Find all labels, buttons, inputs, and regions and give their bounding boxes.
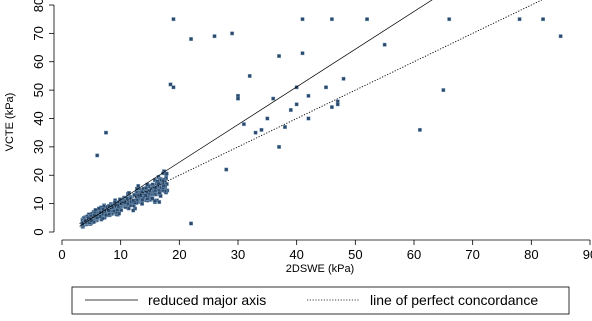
data-point bbox=[157, 200, 162, 204]
x-tick-label-90: 90 bbox=[583, 247, 592, 262]
data-point bbox=[447, 17, 452, 22]
data-point bbox=[96, 206, 101, 211]
y-tick-label-30: 30 bbox=[31, 140, 46, 154]
data-point bbox=[230, 31, 235, 36]
data-point bbox=[158, 194, 163, 198]
y-tick-label-60: 60 bbox=[31, 55, 46, 69]
data-point bbox=[161, 183, 166, 188]
data-point bbox=[132, 192, 137, 197]
data-point bbox=[104, 130, 108, 135]
y-tick-label-40: 40 bbox=[31, 111, 46, 125]
data-point bbox=[171, 85, 176, 90]
series-line-reduced-major-axis bbox=[79, 0, 433, 227]
y-tick-label-80: 80 bbox=[31, 0, 46, 12]
data-point bbox=[265, 116, 270, 121]
data-point bbox=[253, 130, 258, 135]
data-point bbox=[541, 17, 545, 22]
data-point bbox=[131, 198, 136, 203]
x-tick-label-20: 20 bbox=[172, 247, 186, 262]
x-tick-label-0: 0 bbox=[58, 247, 65, 262]
data-point bbox=[143, 193, 148, 198]
x-tick-label-80: 80 bbox=[524, 247, 538, 262]
data-point bbox=[126, 206, 131, 211]
y-tick-label-10: 10 bbox=[31, 196, 46, 210]
legend: reduced major axis line of perfect conco… bbox=[71, 286, 570, 315]
data-point bbox=[558, 34, 563, 39]
data-point bbox=[189, 221, 193, 226]
x-tick-label-10: 10 bbox=[113, 247, 127, 262]
data-point bbox=[288, 108, 293, 112]
data-point bbox=[236, 96, 240, 101]
y-tick-label-50: 50 bbox=[31, 83, 46, 97]
points-layer bbox=[80, 17, 563, 229]
data-point bbox=[241, 122, 246, 127]
legend-label-line-of-perfect-concordance: line of perfect concordance bbox=[370, 292, 538, 308]
data-point bbox=[294, 102, 299, 107]
data-point bbox=[341, 76, 346, 81]
data-point bbox=[140, 201, 145, 206]
data-point bbox=[283, 125, 287, 129]
data-point bbox=[93, 208, 98, 212]
data-point bbox=[171, 17, 176, 22]
y-tick-label-20: 20 bbox=[31, 168, 46, 182]
data-point bbox=[135, 198, 139, 203]
lines-layer bbox=[79, 0, 543, 227]
data-point bbox=[150, 196, 155, 201]
data-point bbox=[324, 85, 328, 90]
axes-layer: 0 10 20 30 40 50 60 70 80 90 0 10 20 30 40 50 60 70 80 bbox=[31, 0, 592, 262]
x-tick-label-60: 60 bbox=[407, 247, 421, 262]
legend-label-reduced-major-axis: reduced major axis bbox=[148, 292, 266, 308]
data-point bbox=[164, 171, 169, 176]
y-tick-label-0: 0 bbox=[31, 228, 46, 235]
data-point bbox=[131, 208, 136, 213]
x-tick-label-50: 50 bbox=[348, 247, 362, 262]
data-point bbox=[136, 184, 141, 188]
data-point bbox=[95, 215, 100, 220]
data-point bbox=[157, 190, 162, 195]
x-axis-title: 2DSWE (kPa) bbox=[286, 263, 354, 275]
legend-box bbox=[71, 286, 570, 315]
y-axis-title: VCTE (kPa) bbox=[4, 93, 16, 152]
data-point bbox=[300, 17, 305, 22]
data-point bbox=[111, 209, 116, 213]
data-point bbox=[212, 34, 217, 39]
data-point bbox=[224, 167, 229, 172]
data-point bbox=[335, 102, 340, 107]
data-point bbox=[441, 88, 446, 93]
series-line-perfect-concordance bbox=[79, 0, 543, 224]
x-tick-label-70: 70 bbox=[465, 247, 479, 262]
data-point bbox=[277, 144, 281, 149]
data-point bbox=[106, 208, 111, 213]
data-point bbox=[152, 198, 157, 203]
data-point bbox=[247, 74, 252, 78]
data-point bbox=[365, 17, 369, 22]
data-point bbox=[259, 127, 264, 132]
data-point bbox=[139, 189, 144, 194]
data-point bbox=[86, 215, 91, 220]
data-point bbox=[124, 196, 129, 201]
data-point bbox=[329, 17, 334, 22]
data-point bbox=[189, 37, 193, 41]
data-point bbox=[277, 54, 281, 58]
data-point bbox=[382, 42, 387, 47]
data-point bbox=[271, 96, 276, 101]
data-point bbox=[144, 186, 149, 190]
data-point bbox=[306, 93, 311, 98]
data-point bbox=[517, 17, 522, 22]
x-tick-label-40: 40 bbox=[289, 247, 303, 262]
data-point bbox=[161, 178, 166, 183]
data-point bbox=[145, 196, 150, 201]
data-point bbox=[329, 105, 334, 110]
x-tick-label-30: 30 bbox=[231, 247, 245, 262]
data-point bbox=[115, 207, 120, 212]
data-point bbox=[95, 153, 100, 158]
data-point bbox=[104, 213, 108, 217]
data-point bbox=[300, 51, 305, 56]
data-point bbox=[140, 197, 145, 202]
data-point bbox=[168, 82, 173, 87]
data-point bbox=[306, 116, 311, 121]
y-tick-label-70: 70 bbox=[31, 26, 46, 40]
data-point bbox=[417, 127, 422, 132]
